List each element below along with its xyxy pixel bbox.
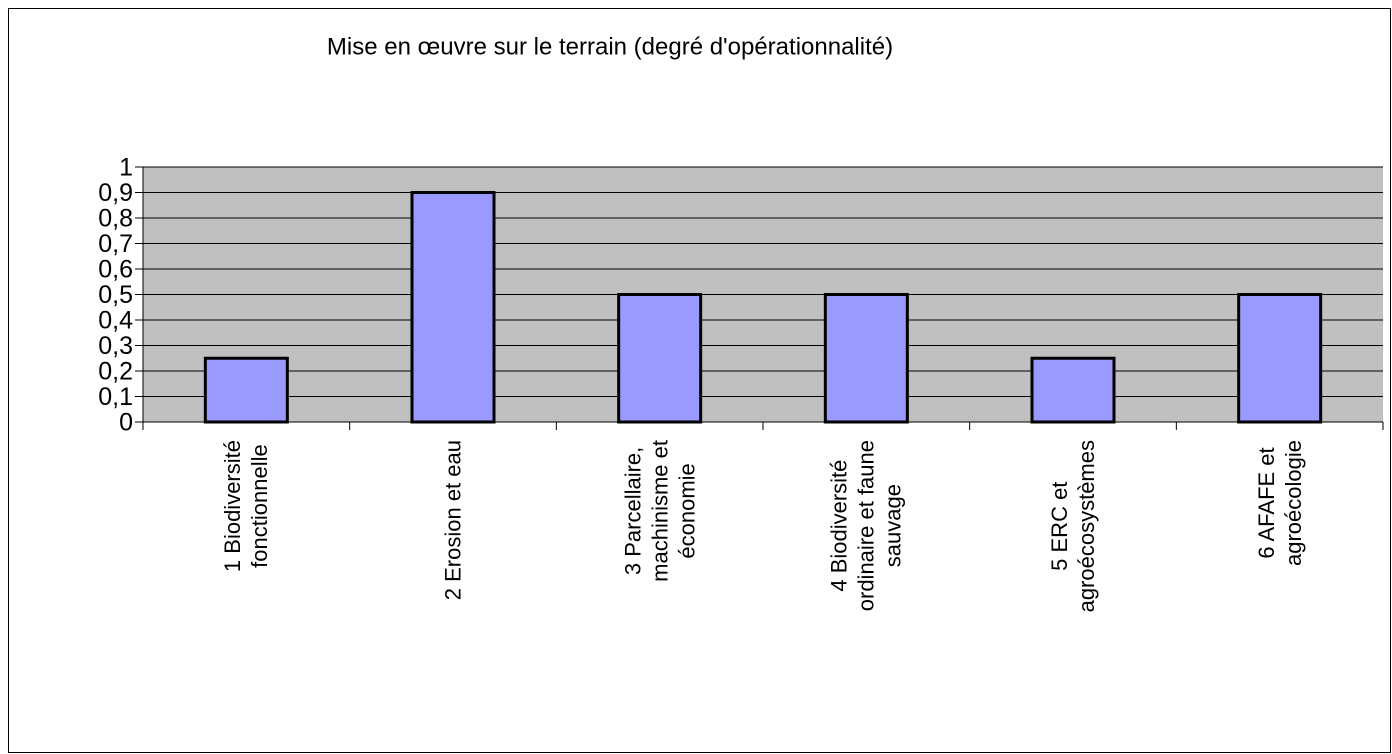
bar (823, 293, 909, 424)
y-tick-label: 0 (119, 409, 133, 437)
y-tick-label: 0,9 (98, 179, 133, 207)
bar (617, 293, 703, 424)
y-tick-label: 0,6 (98, 256, 133, 284)
x-tick-label: 4 Biodiversité ordinaire et faune sauvag… (826, 440, 906, 612)
bar (1030, 356, 1116, 424)
x-tick-label: 1 Biodiversité fonctionnelle (220, 440, 273, 573)
x-tick-label: 2 Erosion et eau (440, 440, 466, 601)
bar (1237, 293, 1323, 424)
y-tick-label: 0,8 (98, 205, 133, 233)
x-tick-label: 3 Parcellaire, machinisme et économie (620, 440, 700, 582)
bar (410, 191, 496, 424)
y-tick-label: 1 (119, 154, 133, 182)
bar (203, 356, 289, 424)
y-tick-label: 0,7 (98, 230, 133, 258)
y-tick-label: 0,2 (98, 358, 133, 386)
y-tick-label: 0,4 (98, 307, 133, 335)
chart-title: Mise en œuvre sur le terrain (degré d'op… (327, 33, 893, 60)
y-tick-label: 0,3 (98, 332, 133, 360)
x-tick-label: 5 ERC et agroécosystèmes (1047, 440, 1099, 613)
x-tick-label: 6 AFAFE et agroécologie (1253, 440, 1306, 566)
y-tick-label: 0,5 (98, 281, 133, 309)
y-tick-label: 0,1 (98, 383, 133, 411)
